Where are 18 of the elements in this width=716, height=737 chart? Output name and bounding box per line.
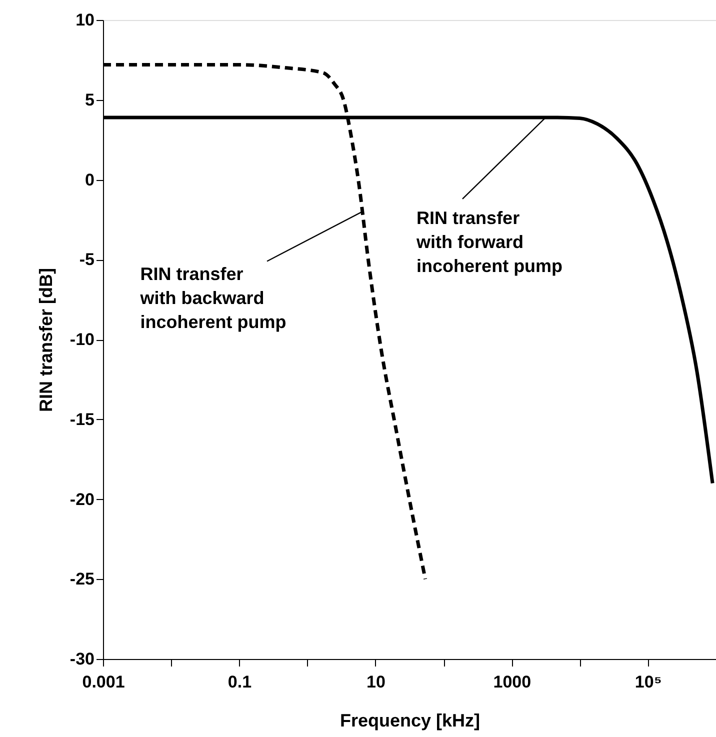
y-tick-label: 10 <box>76 10 94 30</box>
y-tick-label: -30 <box>70 650 94 668</box>
x-tick-label: 0.001 <box>82 672 125 692</box>
y-tick-label: -5 <box>79 250 94 270</box>
y-tick-label: 5 <box>85 90 94 110</box>
x-tick-label: 10⁵ <box>634 672 662 692</box>
y-tick-label: -15 <box>70 410 94 429</box>
y-axis-title: RIN transfer [dB] <box>36 268 56 412</box>
x-tick-label: 10 <box>366 672 386 692</box>
y-tick-label: -25 <box>70 570 94 589</box>
annotation: RIN transfer with backward incoherent pump <box>139 264 286 332</box>
y-tick-label: 0 <box>85 170 94 190</box>
annotation: RIN transfer with forward incoherent pump <box>416 208 563 276</box>
x-tick-label: 1000 <box>493 672 532 692</box>
x-axis-title: Frequency [kHz] <box>340 710 480 730</box>
y-tick-label: -10 <box>70 330 94 349</box>
y-tick-label: -20 <box>70 490 94 509</box>
x-tick-label: 0.1 <box>228 672 252 692</box>
